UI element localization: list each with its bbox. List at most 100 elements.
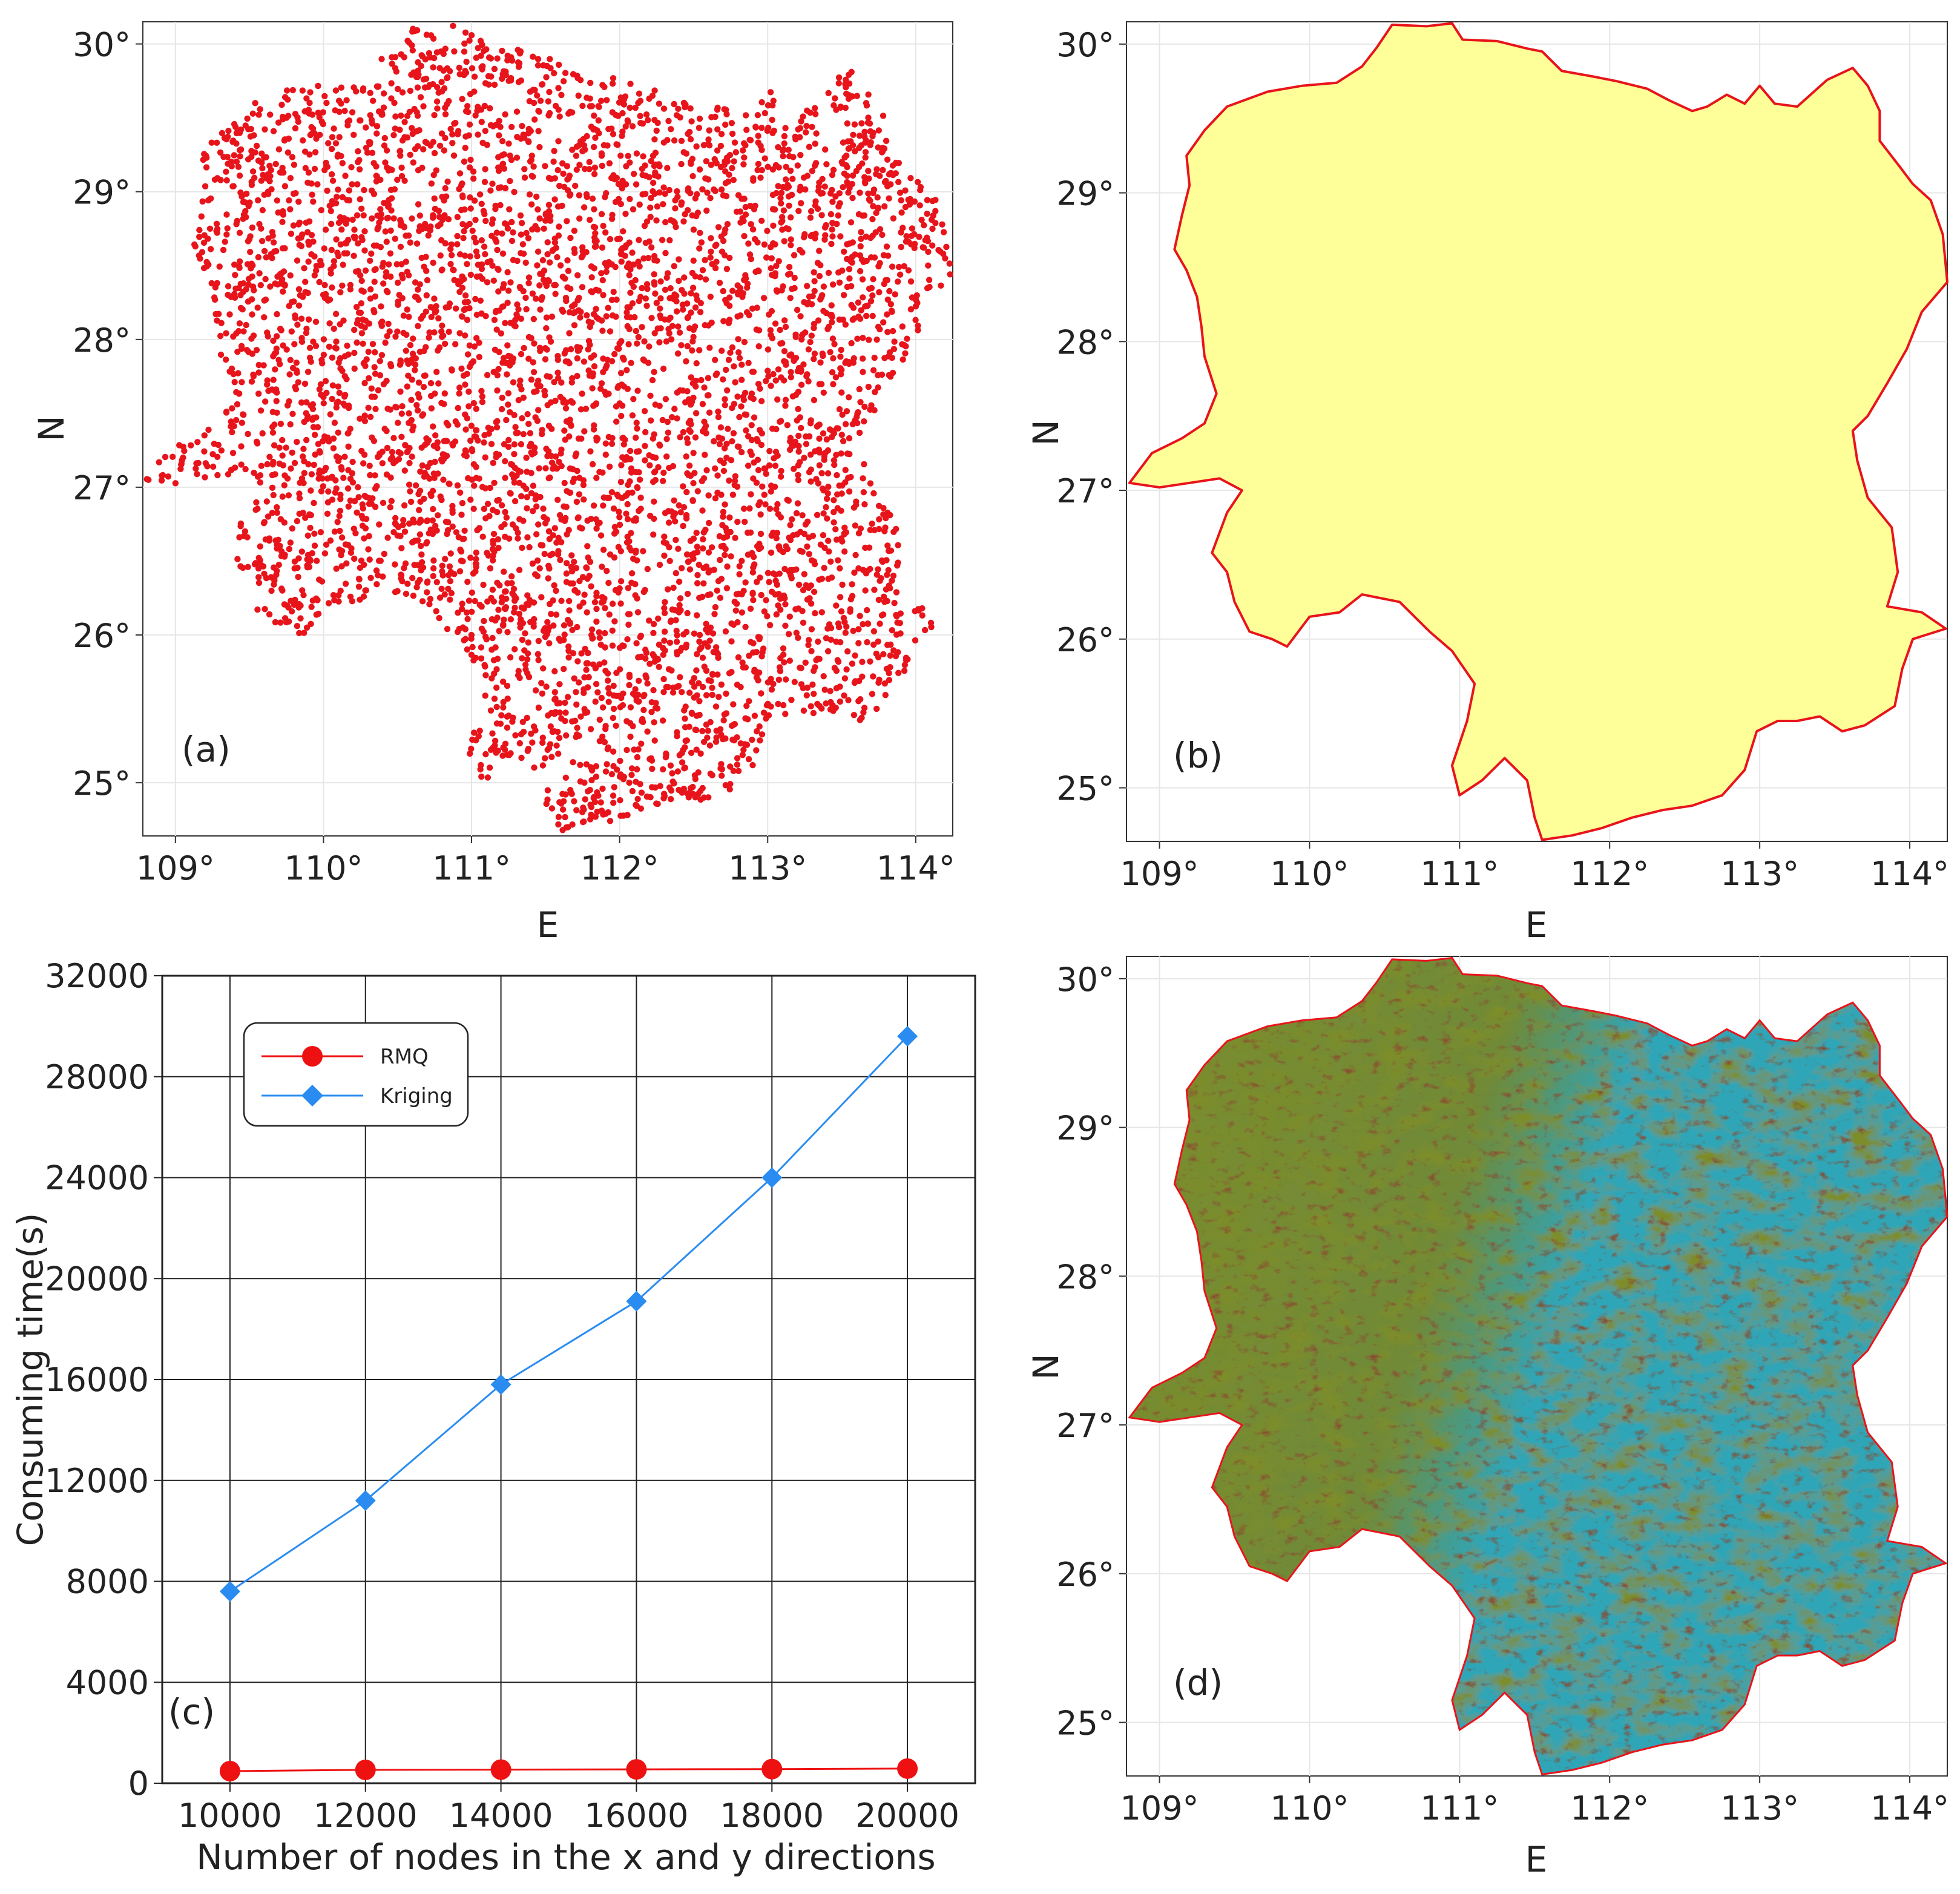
sample-point — [556, 223, 562, 230]
sample-point — [798, 665, 804, 671]
sample-point — [225, 133, 231, 140]
sample-point — [722, 628, 729, 635]
sample-point — [228, 365, 235, 372]
sample-point — [294, 438, 300, 446]
sample-point — [802, 329, 809, 336]
sample-point — [373, 567, 380, 574]
sample-point — [886, 353, 892, 360]
sample-point — [669, 323, 676, 329]
sample-point — [389, 61, 395, 67]
sample-point — [381, 550, 387, 557]
sample-point — [301, 380, 309, 387]
sample-point — [908, 232, 915, 239]
sample-point — [683, 150, 690, 157]
sample-point — [718, 186, 725, 193]
sample-point — [528, 731, 534, 737]
sample-point — [579, 390, 585, 397]
sample-point — [726, 477, 732, 484]
sample-point — [617, 578, 625, 585]
sample-point — [300, 510, 306, 516]
sample-point — [272, 386, 280, 393]
sample-point — [610, 75, 617, 82]
sample-point — [301, 148, 309, 155]
sample-point — [367, 413, 374, 420]
sample-point — [646, 660, 653, 667]
sample-point — [481, 179, 488, 185]
sample-point — [757, 544, 765, 551]
sample-point — [767, 327, 774, 334]
sample-point — [228, 159, 235, 165]
sample-point — [747, 605, 754, 612]
sample-point — [287, 272, 294, 279]
sample-point — [786, 153, 793, 160]
sample-point — [235, 163, 242, 170]
sample-point — [382, 228, 389, 235]
sample-point — [867, 128, 874, 135]
sample-point — [570, 759, 576, 766]
sample-point — [467, 496, 474, 503]
sample-point — [801, 455, 807, 461]
sample-point — [636, 448, 642, 455]
sample-point — [680, 504, 688, 511]
sample-point — [367, 574, 374, 581]
sample-point — [402, 442, 409, 449]
sample-point — [656, 663, 662, 671]
sample-point — [207, 246, 214, 252]
sample-point — [298, 315, 305, 322]
sample-point — [855, 626, 862, 633]
sample-point — [277, 169, 284, 176]
sample-point — [494, 656, 501, 662]
sample-point — [304, 532, 311, 539]
sample-point — [722, 735, 729, 742]
sample-point — [420, 384, 427, 390]
sample-point — [739, 752, 746, 758]
sample-point — [295, 199, 302, 205]
sample-point — [640, 693, 647, 700]
sample-point — [887, 301, 895, 307]
sample-point — [524, 411, 531, 418]
sample-point — [803, 129, 809, 136]
sample-point — [447, 550, 454, 557]
sample-point — [358, 330, 366, 337]
sample-point — [617, 694, 625, 702]
sample-point — [626, 544, 633, 551]
sample-point — [468, 631, 475, 639]
sample-point — [858, 120, 865, 127]
sample-point — [482, 166, 488, 173]
sample-point — [377, 176, 384, 183]
sample-point — [795, 389, 802, 395]
sample-point — [447, 125, 454, 133]
sample-point — [574, 297, 581, 304]
sample-point — [724, 221, 731, 228]
sample-point — [249, 224, 256, 231]
sample-point — [800, 361, 807, 368]
sample-point — [729, 438, 735, 445]
sample-point — [723, 455, 730, 461]
sample-point — [695, 769, 702, 776]
sample-point — [722, 297, 729, 303]
sample-point — [671, 291, 678, 298]
sample-point — [472, 112, 479, 119]
sample-point — [278, 280, 285, 287]
sample-point — [287, 539, 294, 546]
sample-point — [706, 344, 713, 351]
sample-point — [467, 205, 474, 212]
sample-point — [469, 228, 476, 234]
sample-point — [430, 259, 436, 266]
sample-point — [432, 432, 439, 439]
sample-point — [458, 511, 465, 518]
sample-point — [507, 654, 514, 661]
sample-point — [734, 761, 741, 768]
sample-point — [307, 402, 314, 409]
sample-point — [895, 669, 902, 677]
sample-point — [709, 691, 716, 699]
sample-point — [517, 285, 524, 292]
sample-point — [509, 718, 516, 725]
sample-point — [464, 646, 470, 653]
sample-point — [484, 372, 491, 378]
sample-point — [571, 798, 577, 804]
sample-point — [537, 306, 544, 313]
sample-point — [675, 683, 682, 689]
sample-point — [662, 219, 669, 226]
sample-point — [648, 417, 654, 424]
